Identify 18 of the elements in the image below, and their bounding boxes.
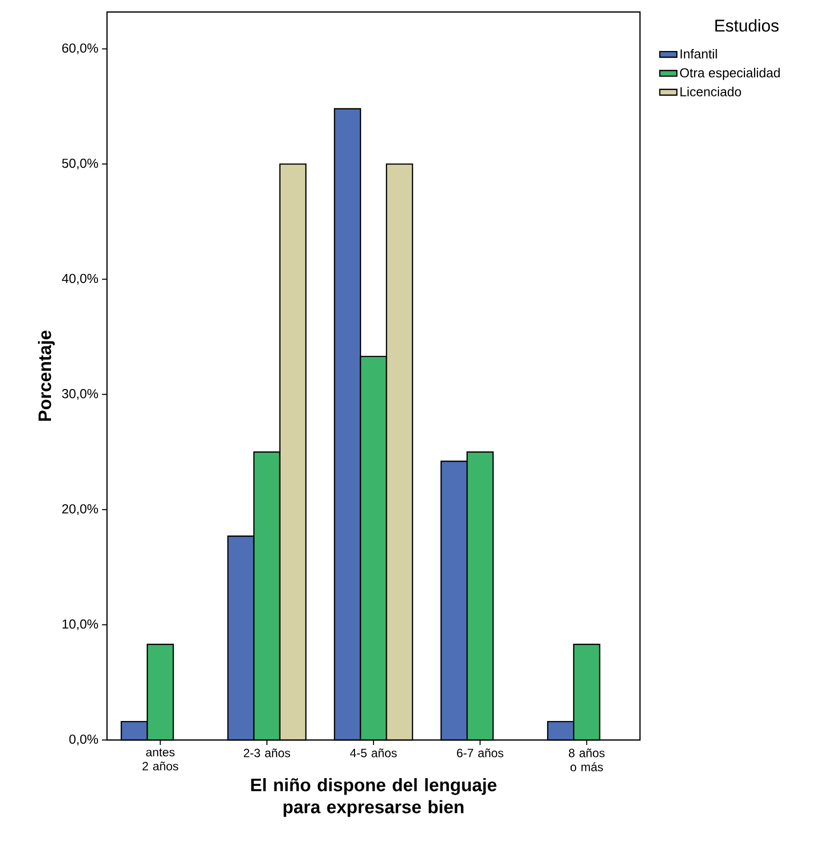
y-tick-label: 10,0%	[62, 619, 98, 630]
y-tick-label: 30,0%	[62, 389, 98, 400]
y-tick-label: 40,0%	[62, 274, 98, 285]
y-axis-title: Porcentaje	[38, 330, 55, 421]
x-tick-label: 8 años o más	[568, 748, 605, 772]
legend-label: Licenciado	[680, 86, 742, 96]
x-axis-title: El niño dispone del lenguaje para expresarse bien	[251, 778, 496, 817]
legend-title: Estudios	[715, 19, 779, 32]
x-tick-label: 2-3 años	[244, 748, 290, 758]
y-tick-label: 50,0%	[62, 158, 98, 170]
y-tick-label: 60,0%	[62, 43, 98, 54]
y-tick-label: 20,0%	[62, 504, 98, 515]
legend-label: Infantil	[680, 48, 717, 58]
x-tick-label: antes 2 años	[142, 748, 178, 770]
y-tick-label: 0,0%	[69, 734, 98, 746]
x-tick-label: 4-5 años	[350, 748, 397, 758]
x-tick-label: 6-7 años	[457, 748, 504, 758]
legend-label: Otra especialidad	[680, 68, 780, 80]
